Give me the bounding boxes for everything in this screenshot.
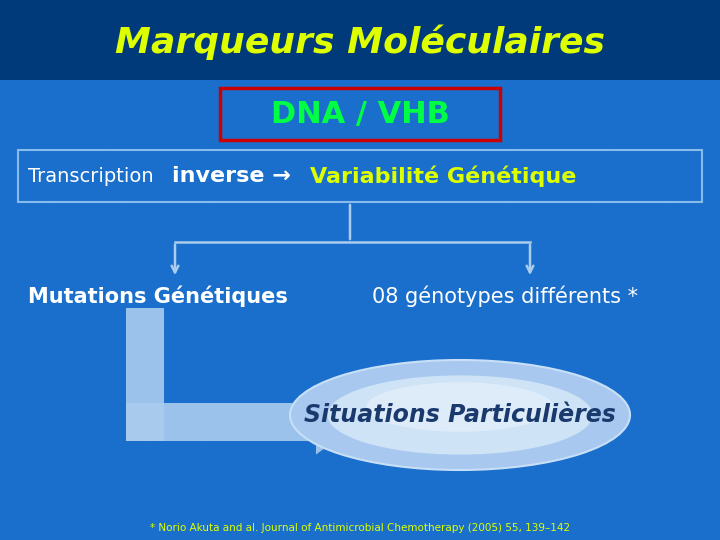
Text: Situations Particulières: Situations Particulières	[304, 403, 616, 427]
Text: 08 génotypes différents *: 08 génotypes différents *	[372, 285, 638, 307]
Ellipse shape	[328, 375, 593, 455]
Bar	[0, 0, 720, 80]
Text: Marqueurs Moléculaires: Marqueurs Moléculaires	[115, 24, 605, 60]
Text: Transcription: Transcription	[28, 166, 160, 186]
FancyArrow shape	[126, 389, 361, 455]
Ellipse shape	[366, 382, 554, 432]
Ellipse shape	[290, 360, 630, 470]
Bar	[126, 308, 164, 403]
Text: DNA / VHB: DNA / VHB	[271, 99, 449, 129]
Text: Variabilité Génétique: Variabilité Génétique	[310, 165, 577, 187]
Bar	[220, 88, 500, 140]
Text: * Norio Akuta and al. Journal of Antimicrobial Chemotherapy (2005) 55, 139–142: * Norio Akuta and al. Journal of Antimic…	[150, 523, 570, 533]
Bar	[18, 150, 702, 202]
Bar	[126, 403, 164, 441]
Text: inverse →: inverse →	[172, 166, 299, 186]
Text: Mutations Génétiques: Mutations Génétiques	[28, 285, 288, 307]
